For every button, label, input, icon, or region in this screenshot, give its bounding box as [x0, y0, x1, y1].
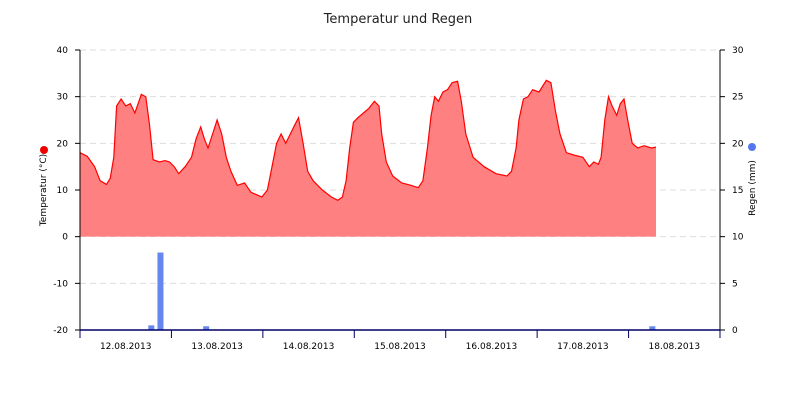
y-right-tick-label: 25 [732, 93, 743, 103]
x-tick-label: 13.08.2013 [191, 342, 243, 352]
rain-bar [148, 325, 155, 330]
x-tick-label: 14.08.2013 [283, 342, 335, 352]
y-left-tick-label: 20 [57, 139, 69, 149]
x-tick-label: 12.08.2013 [100, 342, 152, 352]
y-right-tick-label: 20 [732, 139, 744, 149]
chart-title: Temperatur und Regen [323, 12, 473, 27]
temperature-line [79, 79, 657, 202]
rain-series [148, 252, 656, 330]
rain-bar [157, 252, 164, 330]
y-right-tick-label: 5 [732, 279, 738, 289]
rain-legend-marker [748, 143, 756, 151]
temperature-series [79, 79, 657, 237]
y-left-tick-label: 30 [57, 93, 69, 103]
y-left-tick-label: -10 [53, 279, 68, 289]
x-tick-label: 16.08.2013 [466, 342, 518, 352]
y-right-tick-label: 15 [732, 186, 743, 196]
rain-bar [203, 326, 210, 330]
y-left-tick-label: 0 [62, 233, 68, 243]
temperature-legend-marker [40, 146, 48, 154]
x-tick-label: 18.08.2013 [649, 342, 701, 352]
y-right-axis-title: Regen (mm) [748, 160, 758, 216]
y-left-tick-label: 40 [57, 46, 69, 56]
y-left-tick-label: -20 [53, 326, 68, 336]
y-right-tick-label: 0 [732, 326, 738, 336]
y-right-tick-label: 10 [732, 233, 744, 243]
temperature-area [80, 80, 656, 237]
y-left-tick-label: 10 [57, 186, 69, 196]
x-tick-label: 17.08.2013 [557, 342, 609, 352]
tick-labels: -20 -10 0 10 20 30 40 0 5 10 15 20 25 30 12.08.2013 13.… [53, 46, 743, 352]
y-left-axis-title: Temperatur (°C) [39, 154, 49, 227]
rain-bar [649, 326, 656, 330]
x-tick-label: 15.08.2013 [374, 342, 426, 352]
y-right-tick-label: 30 [732, 46, 744, 56]
